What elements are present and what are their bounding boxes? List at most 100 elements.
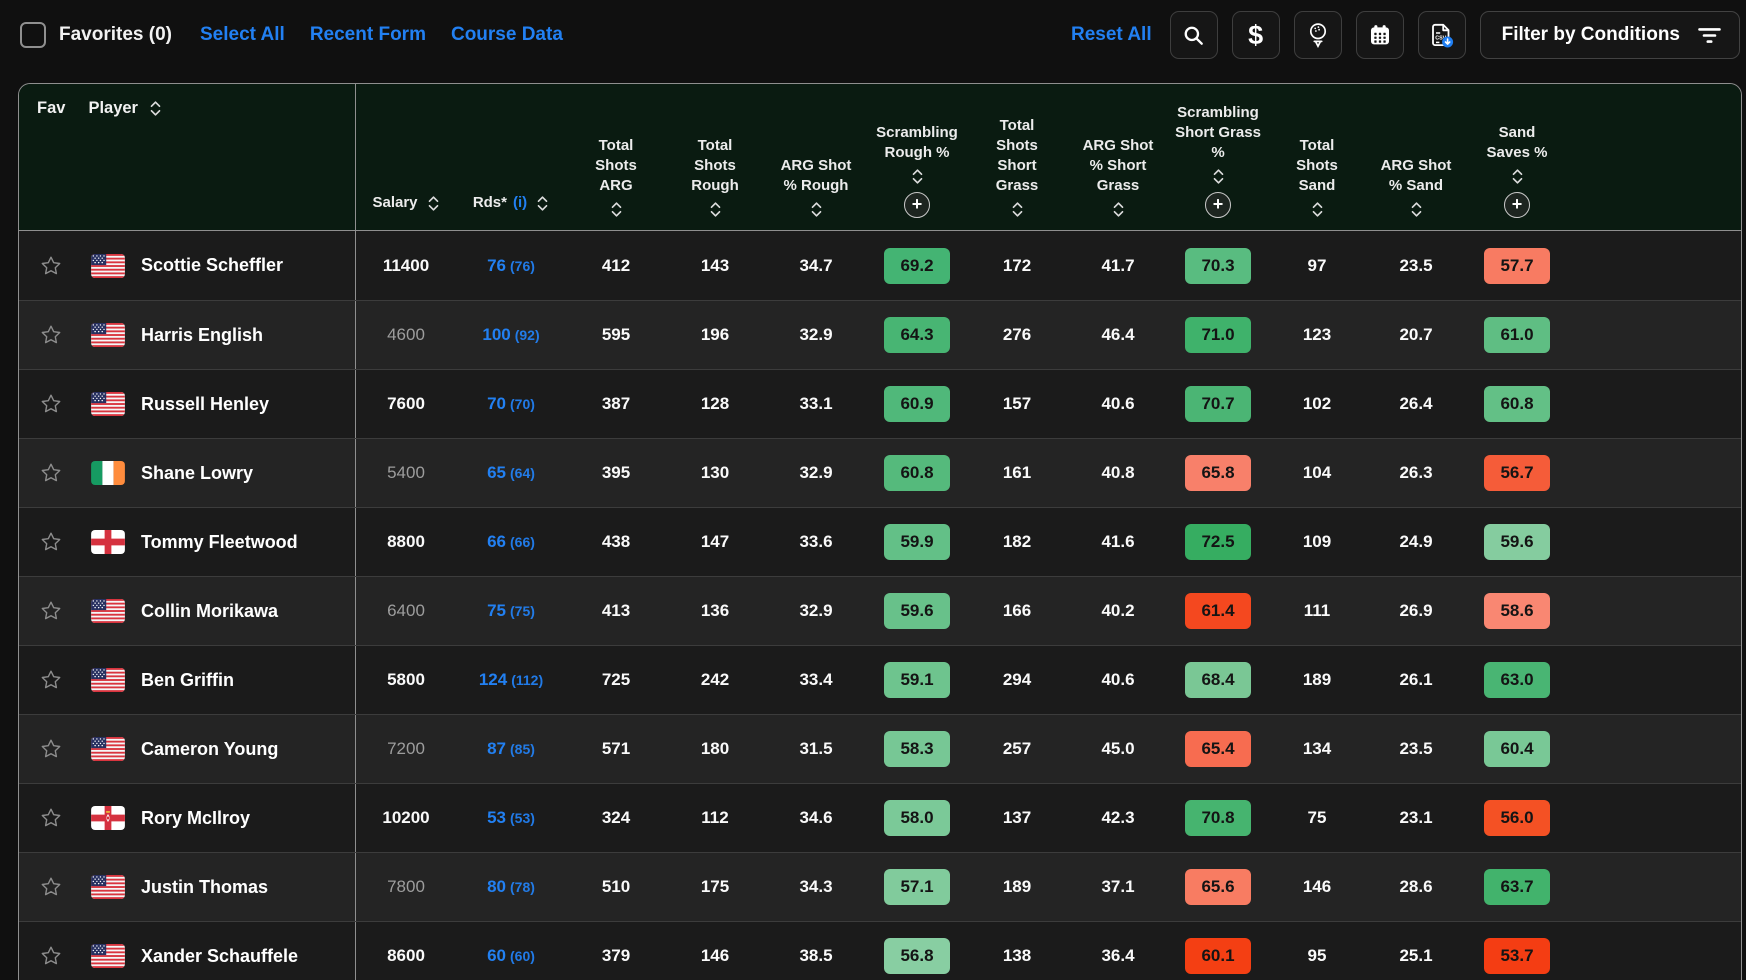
- sand-saves-pct-cell: 56.0: [1466, 800, 1568, 836]
- recent-form-link[interactable]: Recent Form: [309, 24, 426, 45]
- salary-button[interactable]: $: [1231, 11, 1280, 59]
- total-shots-sand-cell: 97: [1307, 255, 1327, 275]
- csv-download-icon: CSV: [1432, 23, 1454, 47]
- total-shots-rough-cell: 136: [700, 601, 730, 620]
- arg-shot-pct-rough-cell: 32.9: [799, 463, 833, 482]
- player-row: Tommy Fleetwood 8800 66 (66) 438 147 33.6 59.9 1…: [19, 507, 1741, 576]
- column-header-sand-saves-pct[interactable]: Sand Saves % +: [1466, 123, 1568, 218]
- column-header-total-shots-rough[interactable]: Total Shots Rough: [666, 136, 764, 218]
- arg-shot-pct-rough-cell: 34.6: [799, 808, 833, 827]
- arg-shot-pct-sand-cell: 25.1: [1399, 946, 1433, 965]
- favorite-star-icon[interactable]: [39, 461, 63, 485]
- search-button[interactable]: [1169, 11, 1218, 59]
- column-header-total-shots-arg[interactable]: Total Shots ARG: [566, 136, 666, 218]
- stat-badge: 56.7: [1484, 455, 1550, 491]
- player-row: Cameron Young 7200 87 (85) 571 180 31.5 58.3 257…: [19, 714, 1741, 783]
- stat-badge: 57.7: [1484, 247, 1550, 284]
- info-icon[interactable]: (i): [513, 194, 528, 211]
- column-header-salary[interactable]: Salary: [356, 193, 456, 218]
- favorite-star-icon[interactable]: [39, 668, 63, 692]
- stat-badge: 56.8: [884, 938, 950, 974]
- reset-all-link[interactable]: Reset All: [1071, 24, 1152, 45]
- csv-download-button[interactable]: CSV: [1417, 11, 1466, 59]
- total-shots-arg-cell: 324: [601, 808, 631, 827]
- stat-badge: 61.0: [1484, 317, 1550, 353]
- total-shots-rough-cell: 146: [700, 946, 730, 965]
- stat-badge: 65.8: [1185, 455, 1251, 491]
- player-name: Ben Griffin: [141, 669, 234, 690]
- total-shots-short-grass-cell: 276: [1002, 325, 1032, 344]
- stat-badge: 70.7: [1185, 386, 1251, 422]
- stat-column-headers: Salary Rds* (i) Total Shots ARG Total Shots Roug…: [356, 84, 1741, 230]
- salary-cell: 11400: [382, 255, 430, 275]
- stat-badge: 70.3: [1185, 247, 1251, 284]
- add-stat-button[interactable]: +: [904, 192, 930, 218]
- total-shots-rough-cell: 128: [700, 394, 730, 413]
- sort-icon: [1113, 202, 1123, 217]
- sand-saves-pct-cell: 60.8: [1466, 386, 1568, 422]
- stat-badge: 59.1: [884, 662, 950, 698]
- column-header-scrambling-short-grass-pct[interactable]: Scrambling Short Grass% +: [1168, 103, 1268, 218]
- salary-cell: 7800: [387, 877, 425, 896]
- player-name: Scottie Scheffler: [141, 255, 284, 275]
- favorite-star-icon[interactable]: [39, 944, 63, 968]
- favorite-star-icon[interactable]: [39, 737, 63, 761]
- scrambling-rough-pct-cell: 69.2: [868, 247, 966, 284]
- favorite-star-icon[interactable]: [39, 806, 63, 830]
- filter-by-conditions-button[interactable]: Filter by Conditions: [1479, 11, 1740, 59]
- total-shots-sand-cell: 134: [1302, 739, 1332, 758]
- column-header-arg-shot-pct-sand[interactable]: ARG Shot% Sand: [1366, 156, 1466, 218]
- sort-icon: [1411, 202, 1421, 217]
- scrambling-short-grass-pct-cell: 71.0: [1168, 317, 1268, 353]
- arg-shot-pct-sand-cell: 26.1: [1399, 670, 1433, 689]
- arg-shot-pct-sand-cell: 28.6: [1399, 877, 1433, 896]
- stat-badge: 60.4: [1484, 731, 1550, 767]
- sand-saves-pct-cell: 53.7: [1466, 938, 1568, 974]
- stat-badge: 58.3: [884, 731, 950, 767]
- favorite-star-icon[interactable]: [39, 875, 63, 899]
- total-shots-rough-cell: 180: [700, 739, 730, 758]
- sand-saves-pct-cell: 60.4: [1466, 731, 1568, 767]
- arg-shot-pct-short-grass-cell: 41.7: [1101, 255, 1135, 275]
- favorite-star-icon[interactable]: [39, 254, 63, 278]
- favorite-star-icon[interactable]: [39, 323, 63, 347]
- stat-badge: 65.6: [1185, 869, 1251, 905]
- favorites-checkbox[interactable]: [20, 22, 46, 48]
- arg-shot-pct-short-grass-cell: 40.6: [1101, 394, 1135, 413]
- total-shots-arg-cell: 571: [601, 739, 631, 758]
- rounds-cell: 80 (78): [487, 877, 535, 896]
- select-all-link[interactable]: Select All: [199, 24, 285, 45]
- column-header-scrambling-rough-pct[interactable]: Scrambling Rough % +: [868, 123, 966, 218]
- golf-tee-button[interactable]: [1293, 11, 1342, 59]
- add-stat-button[interactable]: +: [1504, 192, 1530, 218]
- player-row: Xander Schauffele 8600 60 (60) 379 146 38.5 56.…: [19, 921, 1741, 980]
- stat-badge: 56.0: [1484, 800, 1550, 836]
- column-header-total-shots-short-grass[interactable]: Total Shots Short Grass: [966, 116, 1068, 218]
- column-header-total-shots-sand[interactable]: Total Shots Sand: [1268, 136, 1366, 218]
- add-stat-button[interactable]: +: [1205, 192, 1231, 218]
- favorite-star-icon[interactable]: [39, 599, 63, 623]
- scrambling-rough-pct-cell: 56.8: [868, 938, 966, 974]
- arg-shot-pct-short-grass-cell: 40.8: [1101, 463, 1135, 482]
- arg-shot-pct-sand-cell: 26.9: [1399, 601, 1433, 620]
- salary-cell: 8800: [387, 532, 425, 551]
- salary-cell: 5400: [387, 463, 425, 482]
- salary-cell: 5800: [387, 670, 425, 689]
- column-header-player[interactable]: Player: [88, 99, 162, 118]
- calendar-button[interactable]: [1355, 11, 1404, 59]
- course-data-link[interactable]: Course Data: [450, 24, 563, 45]
- flag-us-icon: [91, 737, 125, 761]
- sort-icon: [710, 202, 720, 217]
- stat-badge: 58.0: [884, 800, 950, 836]
- favorite-star-icon[interactable]: [39, 392, 63, 416]
- favorite-star-icon[interactable]: [39, 530, 63, 554]
- column-header-arg-shot-pct-rough[interactable]: ARG Shot% Rough: [764, 156, 868, 218]
- scrambling-rough-pct-cell: 60.8: [868, 455, 966, 491]
- rounds-cell: 70 (70): [487, 394, 535, 413]
- player-stats-table: Fav Player Salary Rds* (i) Total Shots ARG Tot…: [18, 83, 1742, 980]
- column-header-arg-shot-pct-short-grass[interactable]: ARG Shot% Short Grass: [1068, 136, 1168, 218]
- stat-badge: 60.8: [884, 455, 950, 491]
- player-row: Collin Morikawa 6400 75 (75) 413 136 32.9 59.6 1…: [19, 576, 1741, 645]
- column-header-rds[interactable]: Rds* (i): [456, 193, 566, 218]
- arg-shot-pct-sand-cell: 24.9: [1399, 532, 1433, 551]
